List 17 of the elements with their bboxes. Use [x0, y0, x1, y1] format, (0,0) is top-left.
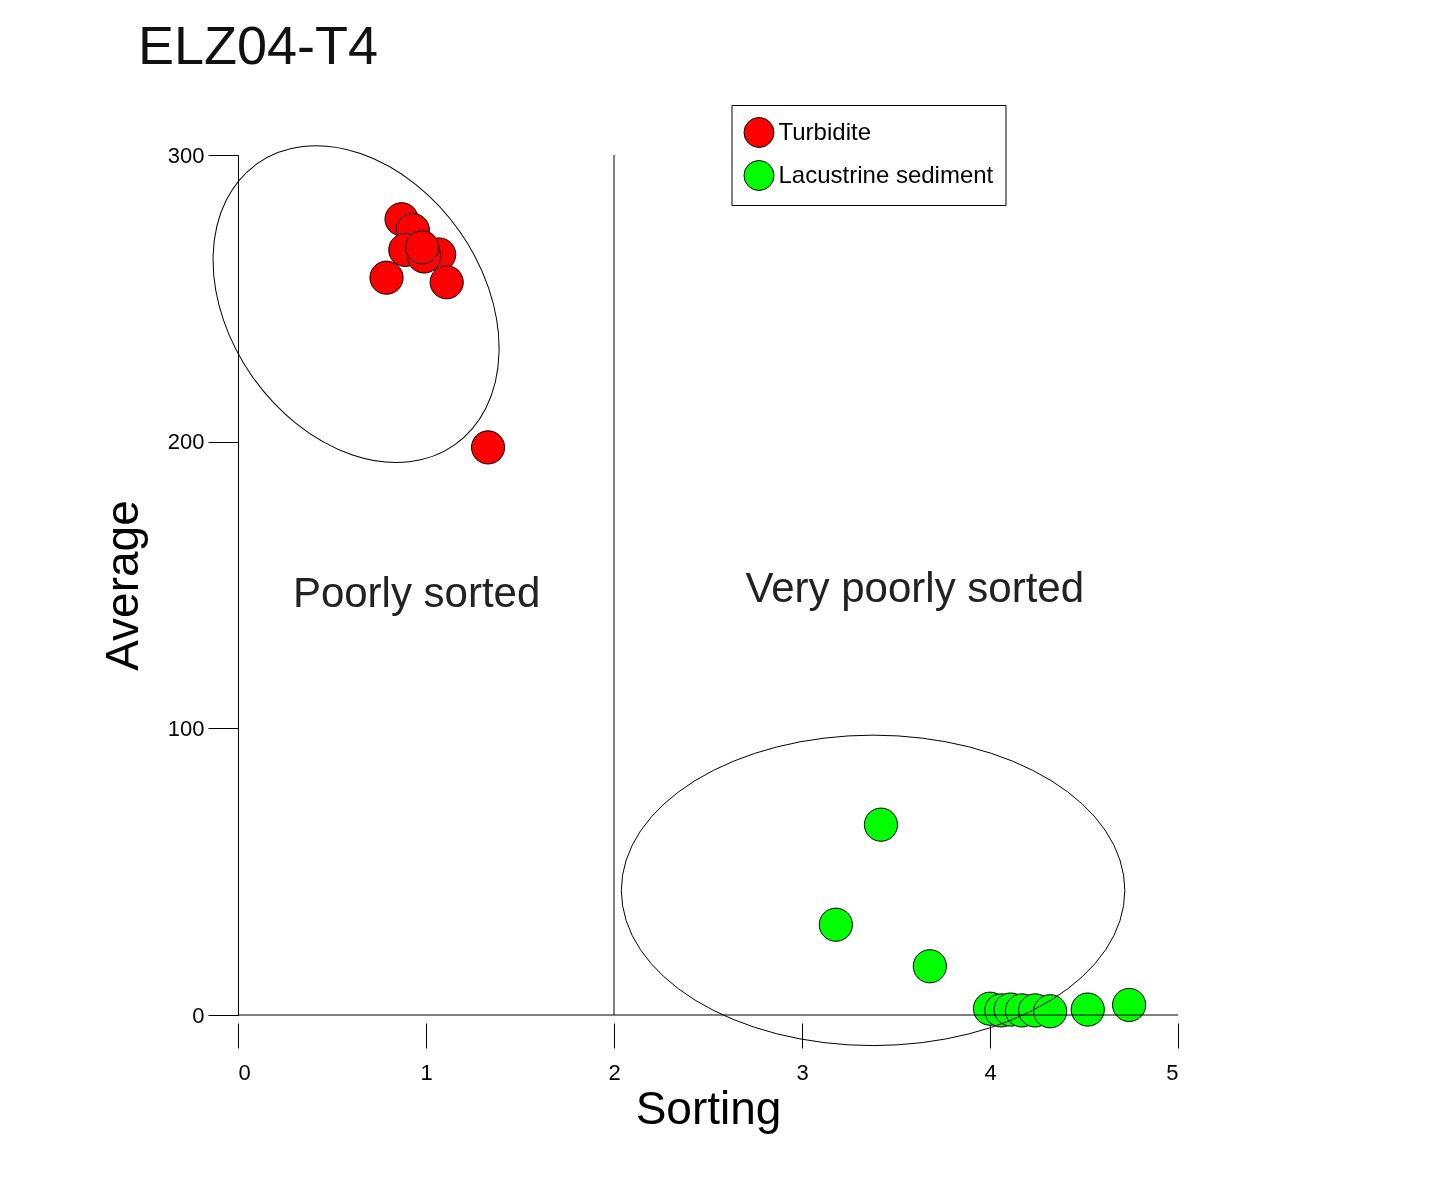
x-tick-label: 2: [608, 1059, 621, 1085]
x-tick-label: 0: [238, 1059, 251, 1085]
y-axis-title: Average: [95, 500, 148, 671]
y-tick-label: 200: [167, 429, 205, 455]
annotation: Very poorly sorted: [745, 564, 1085, 612]
annotation: Poorly sorted: [292, 568, 541, 616]
y-tick-label: 300: [167, 142, 205, 168]
legend-label: Lacustrine sediment: [778, 160, 994, 188]
x-tick-label: 1: [420, 1059, 433, 1085]
x-tick-label: 4: [984, 1059, 997, 1085]
chart-title: ELZ04-T4: [138, 14, 379, 75]
x-axis-title: Sorting: [635, 1081, 782, 1134]
y-tick-label: 100: [167, 715, 205, 741]
legend-label: Turbidite: [778, 117, 871, 145]
x-tick-label: 3: [796, 1059, 809, 1085]
y-tick-label: 0: [192, 1002, 205, 1028]
x-tick-label: 5: [1166, 1059, 1179, 1085]
